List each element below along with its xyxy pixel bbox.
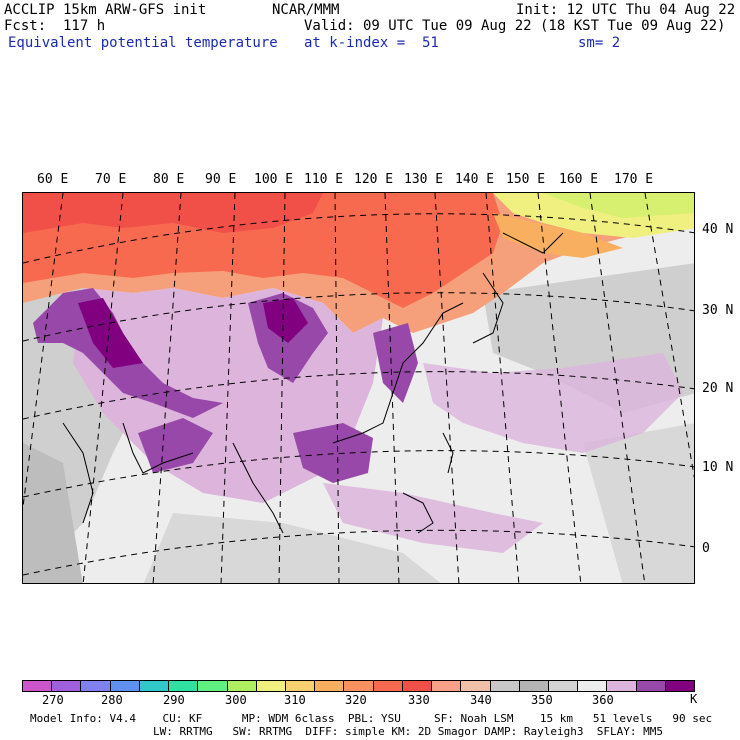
- dark-purple-bengal: [138, 418, 213, 473]
- colorbar-tick: 270: [42, 693, 64, 707]
- colorbar-swatch: [139, 681, 170, 691]
- longitude-lines: [23, 193, 694, 583]
- orange-region-ne: [493, 213, 623, 258]
- init-time: Init: 12 UTC Thu 04 Aug 22: [516, 2, 736, 18]
- deepest-purple-sichuan: [263, 298, 308, 343]
- lon-label: 130 E: [404, 172, 444, 187]
- coastlines: [62, 232, 564, 534]
- colorbar-swatch: [432, 681, 462, 691]
- colorbar-tick: 360: [592, 693, 614, 707]
- deepest-purple-himalaya: [78, 298, 143, 368]
- colorbar-swatch: [665, 681, 695, 691]
- colorbar-tick: 340: [470, 693, 492, 707]
- colorbar-tick: 300: [225, 693, 247, 707]
- center-label: NCAR/MMM: [272, 2, 340, 18]
- yellow-region-ne-core: [543, 193, 694, 218]
- lon-label: 90 E: [205, 172, 237, 187]
- colorbar-tick: 290: [163, 693, 185, 707]
- lon-label: 170 E: [614, 172, 654, 187]
- colorbar-swatch: [402, 681, 433, 691]
- warm-band-peak: [23, 193, 323, 233]
- lon-label: 110 E: [304, 172, 344, 187]
- colorbar-swatch: [344, 681, 374, 691]
- field-name: Equivalent potential temperature: [8, 35, 278, 51]
- lat-label: 0: [702, 541, 710, 556]
- lat-label: 40 N: [702, 222, 734, 237]
- colorbar-swatch: [607, 681, 637, 691]
- lon-label: 70 E: [95, 172, 127, 187]
- colorbar-swatch: [373, 681, 403, 691]
- colorbar-swatch: [636, 681, 666, 691]
- colorbar-unit: K: [690, 692, 698, 706]
- smoothing-label: sm= 2: [578, 35, 621, 51]
- colorbar-tick: 350: [531, 693, 553, 707]
- colorbar-swatch: [548, 681, 579, 691]
- model-title: ACCLIP 15km ARW-GFS init: [4, 2, 207, 18]
- model-info-line1: Model Info: V4.4 CU: KF MP: WDM 6class P…: [30, 712, 713, 725]
- forecast-hour: Fcst: 117 h: [4, 18, 106, 34]
- lat-label: 10 N: [702, 460, 734, 475]
- lat-label: 30 N: [702, 303, 734, 318]
- lon-label: 80 E: [153, 172, 185, 187]
- lon-label: 120 E: [354, 172, 394, 187]
- dark-purple-indochina: [293, 423, 373, 483]
- colorbar-tick: 330: [408, 693, 430, 707]
- colorbar: [22, 680, 695, 692]
- colorbar-swatch: [315, 681, 345, 691]
- lon-label: 150 E: [506, 172, 546, 187]
- colorbar-swatch: [285, 681, 316, 691]
- light-purple-pacific: [423, 353, 683, 453]
- colorbar-swatch: [198, 681, 228, 691]
- gray-region-south: [143, 513, 441, 583]
- map-canvas: [23, 193, 694, 583]
- colorbar-tick: 320: [345, 693, 367, 707]
- lon-label: 140 E: [455, 172, 495, 187]
- colorbar-swatch: [110, 681, 140, 691]
- colorbar-tick: 280: [101, 693, 123, 707]
- dark-purple-east-china: [373, 323, 418, 403]
- colorbar-swatch: [519, 681, 549, 691]
- gray-region-sw: [23, 443, 83, 583]
- colorbar-swatch: [227, 681, 257, 691]
- colorbar-swatch: [169, 681, 199, 691]
- colorbar-swatch: [23, 681, 53, 691]
- theta-e-map: [22, 192, 695, 584]
- lat-label: 20 N: [702, 381, 734, 396]
- lon-label: 60 E: [37, 172, 69, 187]
- gray-region-se: [583, 423, 694, 583]
- level-index: at k-index = 51: [304, 35, 439, 51]
- valid-time: Valid: 09 UTC Tue 09 Aug 22 (18 KST Tue …: [304, 18, 726, 34]
- colorbar-swatch: [578, 681, 608, 691]
- lon-label: 160 E: [559, 172, 599, 187]
- colorbar-swatch: [52, 681, 82, 691]
- colorbar-swatch: [256, 681, 286, 691]
- colorbar-swatch: [490, 681, 520, 691]
- colorbar-tick: 310: [284, 693, 306, 707]
- colorbar-swatch: [81, 681, 111, 691]
- light-purple-south: [323, 483, 543, 553]
- lon-label: 100 E: [254, 172, 294, 187]
- model-info-line2: LW: RRTMG SW: RRTMG DIFF: simple KM: 2D …: [153, 725, 663, 738]
- colorbar-swatch: [461, 681, 491, 691]
